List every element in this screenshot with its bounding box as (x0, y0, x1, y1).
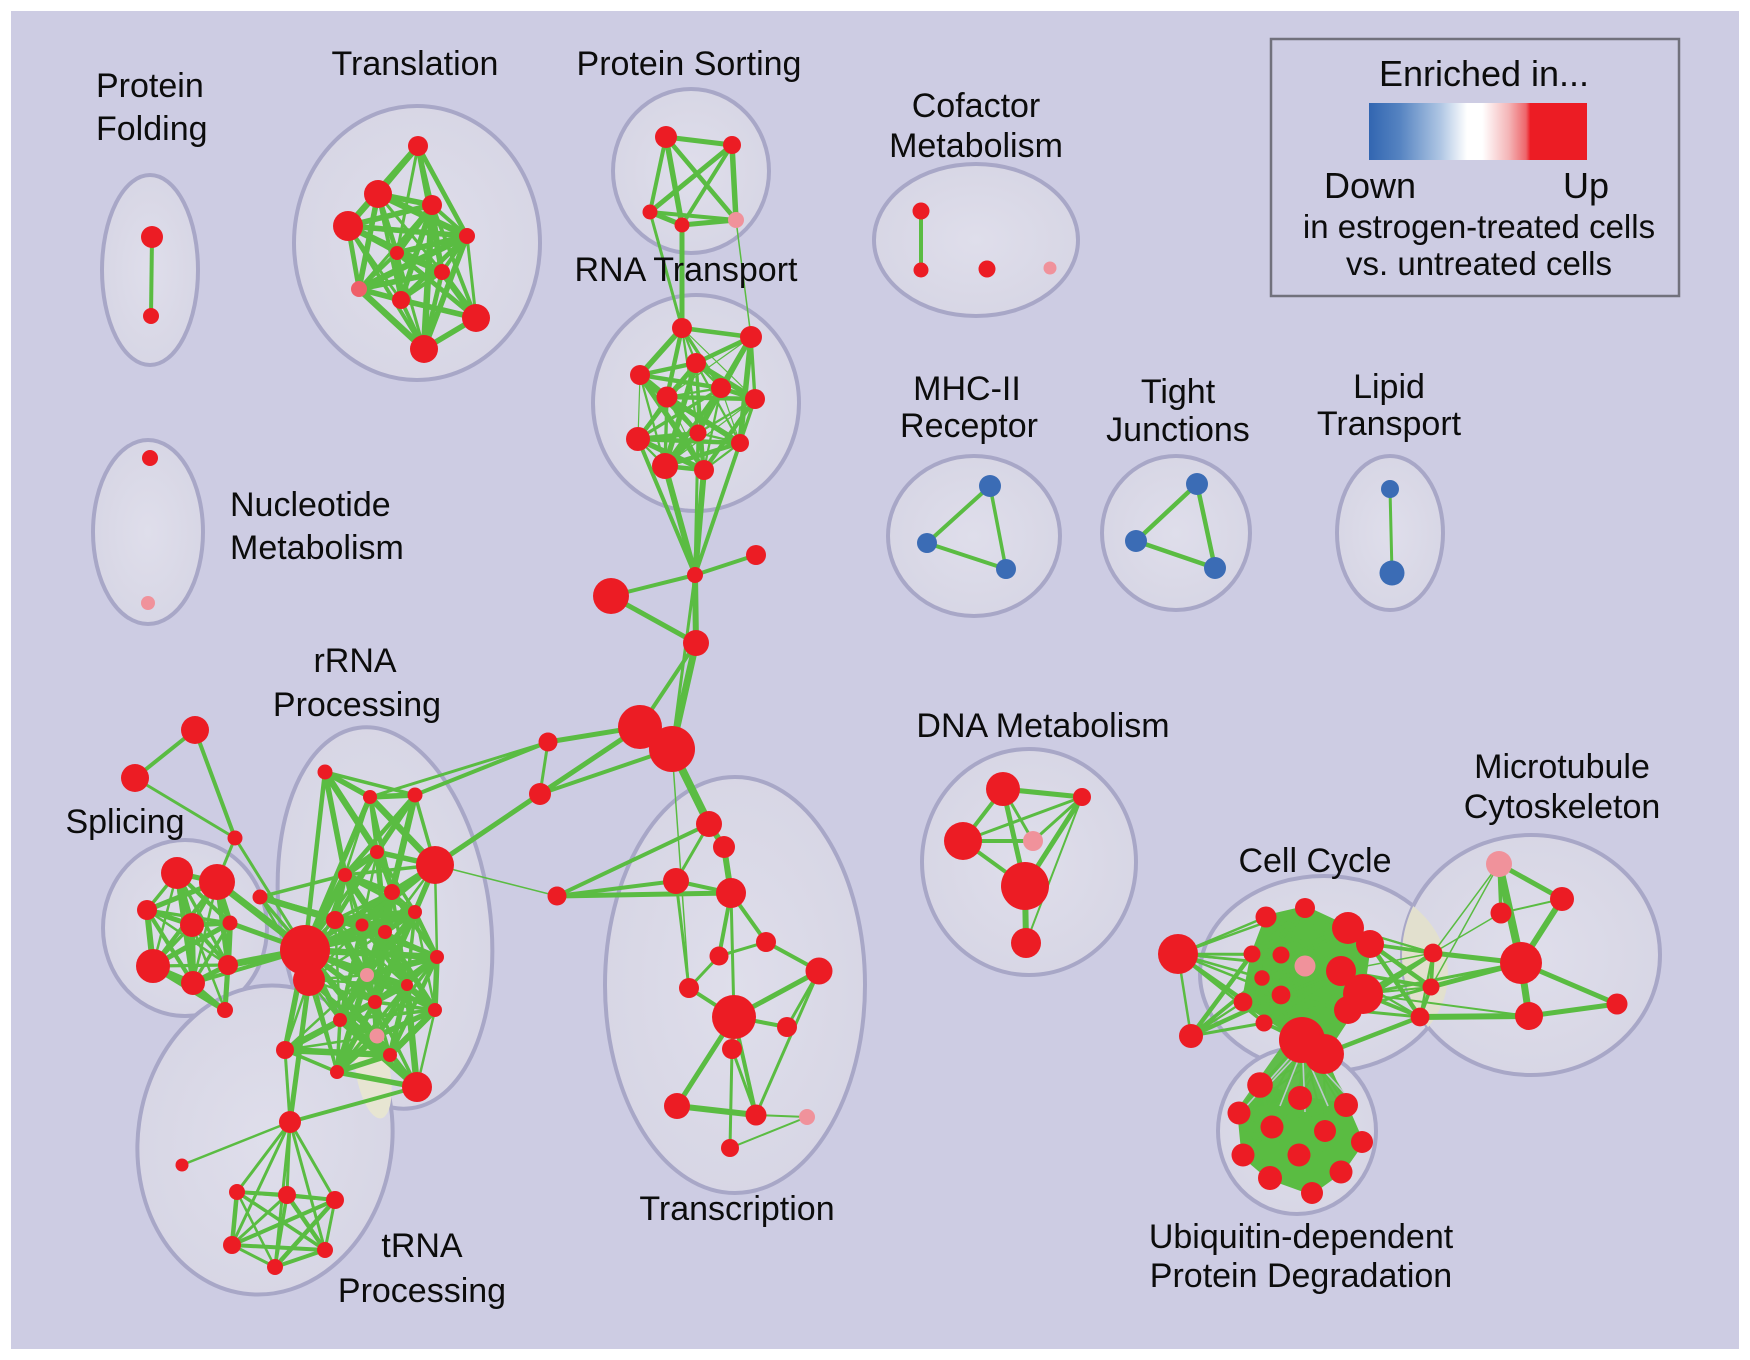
svg-text:RNA Transport: RNA Transport (575, 251, 799, 289)
svg-text:Splicing: Splicing (65, 803, 184, 841)
svg-text:tRNA: tRNA (381, 1227, 463, 1265)
svg-text:Transport: Transport (1317, 405, 1462, 443)
svg-text:Transcription: Transcription (639, 1190, 834, 1228)
svg-text:Metabolism: Metabolism (889, 127, 1063, 165)
svg-text:Folding: Folding (96, 110, 208, 148)
svg-text:MHC-II: MHC-II (913, 370, 1021, 408)
svg-text:Ubiquitin-dependent: Ubiquitin-dependent (1149, 1218, 1454, 1256)
svg-text:Cytoskeleton: Cytoskeleton (1464, 788, 1661, 826)
svg-text:rRNA: rRNA (313, 642, 396, 680)
svg-text:Processing: Processing (338, 1272, 506, 1310)
svg-text:in estrogen-treated cells: in estrogen-treated cells (1303, 208, 1655, 245)
svg-text:Enriched in...: Enriched in... (1379, 53, 1589, 94)
svg-text:Microtubule: Microtubule (1474, 748, 1650, 786)
svg-text:DNA Metabolism: DNA Metabolism (916, 707, 1169, 745)
svg-text:Cell Cycle: Cell Cycle (1238, 842, 1391, 880)
svg-text:Protein: Protein (96, 67, 204, 105)
svg-text:Cofactor: Cofactor (912, 87, 1041, 125)
svg-text:Receptor: Receptor (900, 407, 1038, 445)
svg-text:Lipid: Lipid (1353, 368, 1425, 406)
svg-text:Protein Degradation: Protein Degradation (1150, 1257, 1452, 1295)
svg-text:Tight: Tight (1141, 373, 1216, 411)
svg-text:Down: Down (1324, 165, 1416, 206)
svg-text:Translation: Translation (332, 45, 499, 83)
svg-text:Protein Sorting: Protein Sorting (577, 45, 802, 83)
svg-text:Junctions: Junctions (1106, 411, 1250, 449)
svg-text:Processing: Processing (273, 686, 441, 724)
svg-text:Up: Up (1563, 165, 1609, 206)
svg-text:Metabolism: Metabolism (230, 529, 404, 567)
svg-text:vs. untreated cells: vs. untreated cells (1346, 245, 1612, 282)
svg-text:Nucleotide: Nucleotide (230, 486, 391, 524)
